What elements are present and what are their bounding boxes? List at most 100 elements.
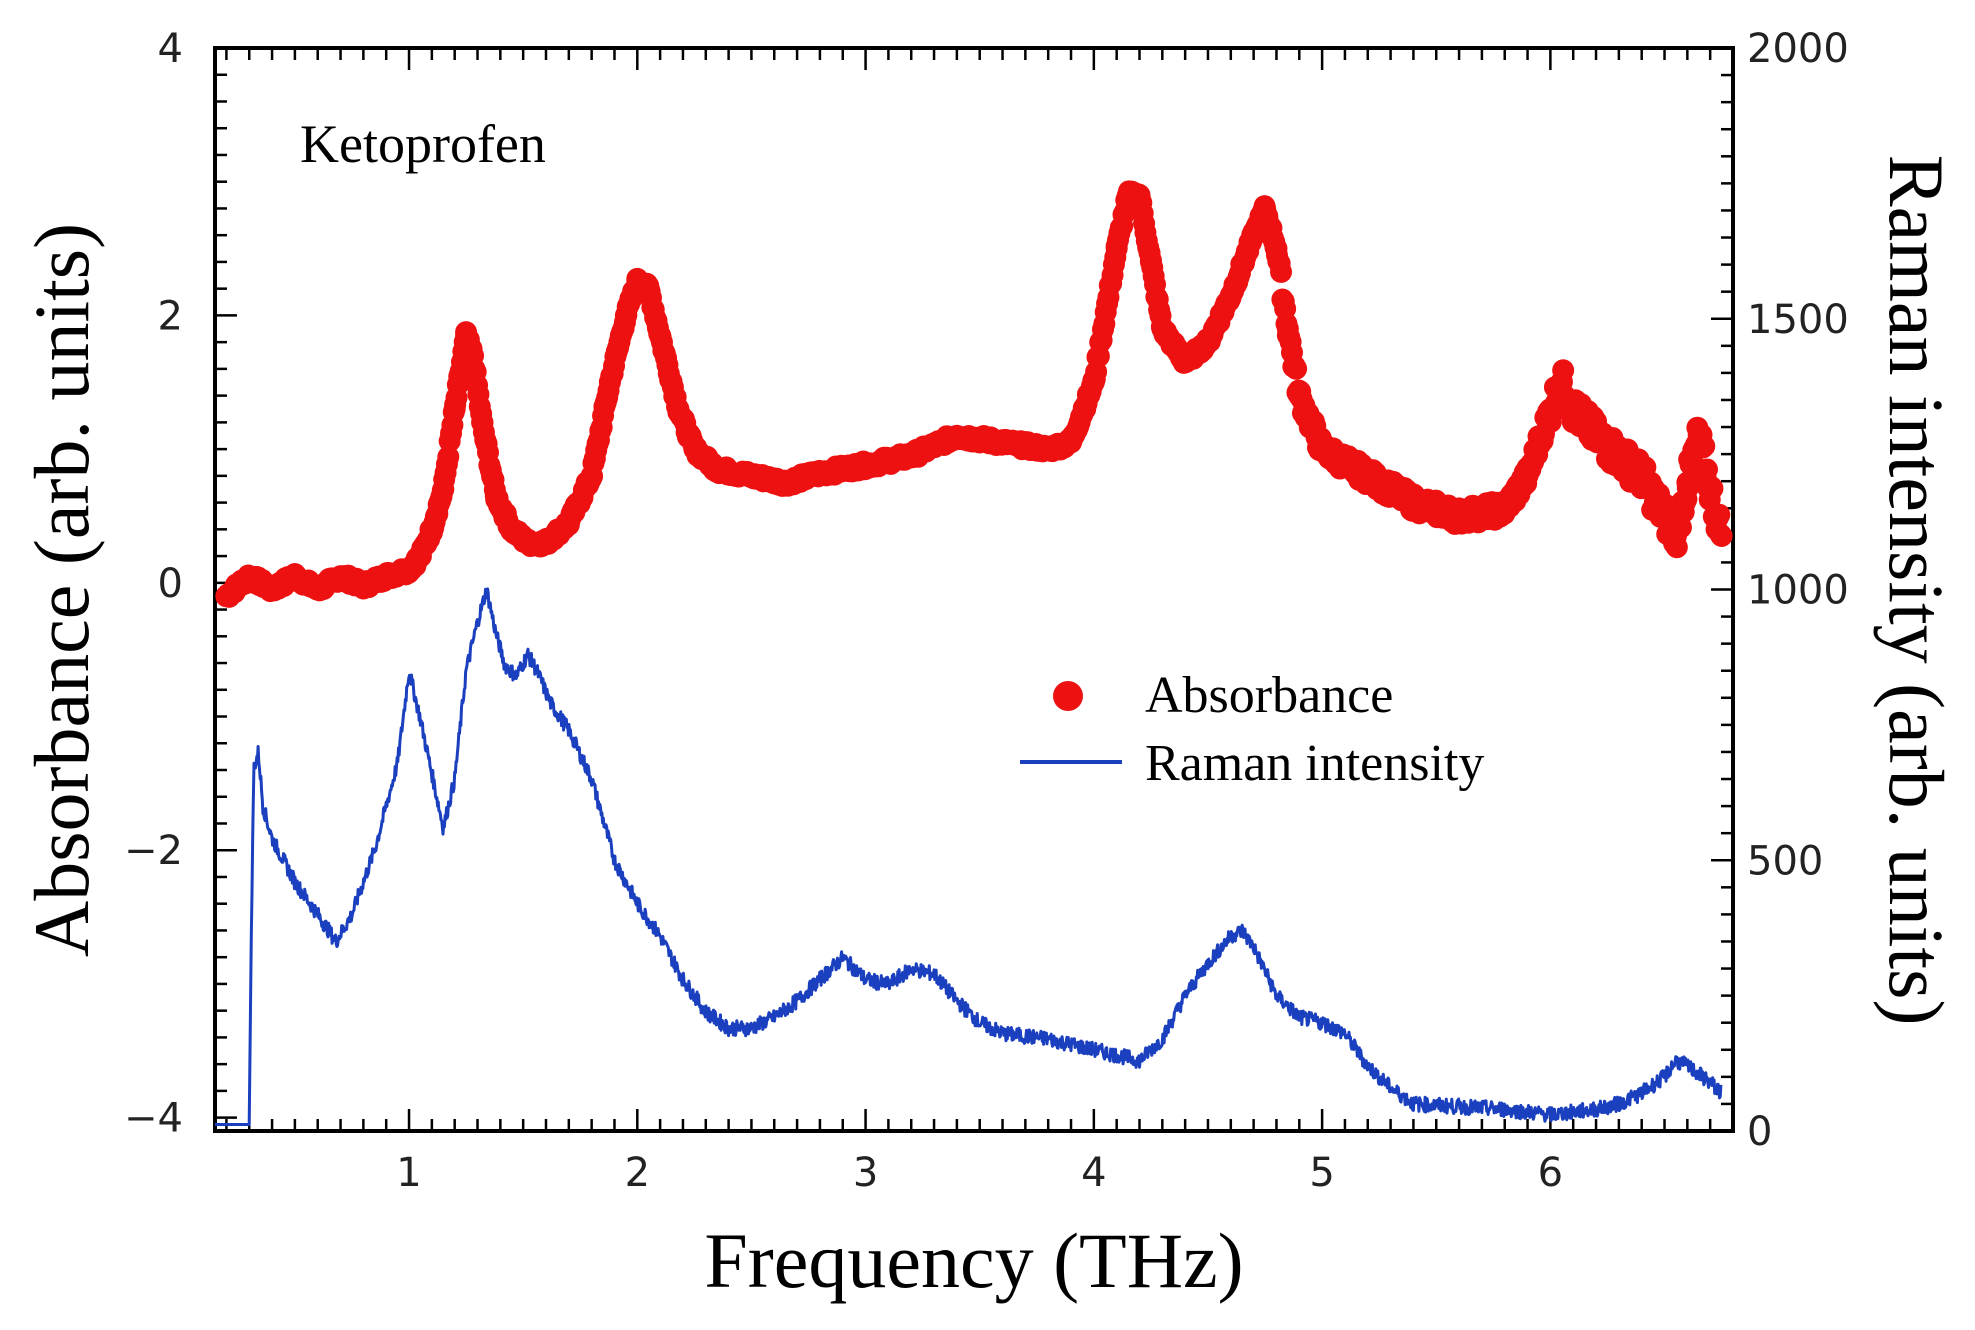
absorbance-point xyxy=(516,531,539,554)
absorbance-point xyxy=(557,511,580,534)
absorbance-point xyxy=(261,578,284,601)
absorbance-point xyxy=(900,444,923,467)
y-tick-label-right: 1500 xyxy=(1747,297,1849,343)
absorbance-point xyxy=(683,438,706,461)
absorbance-point xyxy=(1242,224,1265,247)
absorbance-point xyxy=(500,518,523,541)
absorbance-point xyxy=(215,585,238,608)
absorbance-point xyxy=(774,471,797,494)
legend-label-raman: Raman intensity xyxy=(1145,735,1484,792)
absorbance-point xyxy=(1060,431,1083,454)
absorbance-point xyxy=(1196,331,1219,354)
absorbance-point xyxy=(1550,371,1573,394)
absorbance-point xyxy=(1585,424,1608,447)
absorbance-point xyxy=(455,324,478,347)
absorbance-point xyxy=(1174,351,1197,374)
absorbance-point xyxy=(1037,438,1060,461)
x-axis-title: Frequency (THz) xyxy=(704,1217,1243,1304)
absorbance-point xyxy=(1630,464,1653,487)
absorbance-point xyxy=(484,484,507,507)
y-tick-label-left: 4 xyxy=(158,26,183,72)
absorbance-point xyxy=(1695,458,1718,481)
x-tick-label: 4 xyxy=(1081,1150,1106,1196)
absorbance-point xyxy=(1285,357,1308,380)
absorbance-point xyxy=(1265,237,1288,260)
y-tick-label-right: 0 xyxy=(1747,1109,1772,1155)
absorbance-point xyxy=(1664,525,1687,548)
series-raman-intensity xyxy=(214,587,1723,1126)
absorbance-point xyxy=(1448,504,1471,527)
absorbance-point xyxy=(649,324,672,347)
y-tick-label-right: 1000 xyxy=(1747,568,1849,614)
absorbance-point xyxy=(238,565,261,588)
x-tick-label: 5 xyxy=(1309,1150,1334,1196)
x-tick-label: 2 xyxy=(625,1150,650,1196)
absorbance-point xyxy=(1151,317,1174,340)
y-tick-label-left: 0 xyxy=(158,561,183,607)
x-tick-label: 3 xyxy=(853,1150,878,1196)
absorbance-point xyxy=(1653,504,1676,527)
absorbance-point xyxy=(1139,250,1162,273)
x-tick-label: 6 xyxy=(1538,1150,1563,1196)
data-layer xyxy=(214,180,1733,1126)
absorbance-point xyxy=(1562,398,1585,420)
absorbance-point xyxy=(306,578,329,601)
absorbance-point xyxy=(854,454,877,477)
absorbance-point xyxy=(1539,398,1562,420)
absorbance-point xyxy=(375,565,398,588)
absorbance-point xyxy=(461,344,484,367)
y-tick-label-left: −4 xyxy=(124,1096,183,1142)
absorbance-point xyxy=(471,411,494,434)
absorbance-point xyxy=(1276,317,1299,340)
y-axis-title-left: Absorbance (arb. units) xyxy=(18,223,105,957)
absorbance-point xyxy=(1402,491,1425,514)
absorbance-point xyxy=(443,398,466,420)
absorbance-point xyxy=(352,574,375,597)
y-tick-label-left: −2 xyxy=(124,828,183,874)
absorbance-point xyxy=(1699,478,1722,501)
absorbance-point xyxy=(667,398,690,420)
absorbance-point xyxy=(329,565,352,588)
absorbance-point xyxy=(1270,260,1293,283)
absorbance-point xyxy=(991,431,1014,454)
chart-annotation: Ketoprofen xyxy=(300,114,546,174)
absorbance-point xyxy=(1676,471,1699,494)
x-tick-label: 1 xyxy=(396,1150,421,1196)
legend: Absorbance Raman intensity xyxy=(1020,667,1484,792)
absorbance-point xyxy=(1607,444,1630,467)
absorbance-point xyxy=(706,458,729,481)
y-tick-label-right: 500 xyxy=(1747,838,1823,884)
ticks-layer xyxy=(215,46,1733,1133)
absorbance-point xyxy=(945,424,968,447)
absorbance-point xyxy=(614,304,637,327)
absorbance-point xyxy=(1128,184,1151,207)
labels-layer: 1 2 3 4 5 6 4 2 0 −2 −4 2000 1500 1000 500 0 xyxy=(124,26,1849,1196)
absorbance-point xyxy=(1219,284,1242,307)
absorbance-point xyxy=(437,445,460,468)
legend-label-absorbance: Absorbance xyxy=(1145,667,1393,724)
absorbance-point xyxy=(409,545,432,568)
absorbance-point xyxy=(808,462,831,485)
y-tick-label-left: 2 xyxy=(158,293,183,339)
y-axis-title-right: Raman intensity (arb. units) xyxy=(1873,155,1960,1026)
absorbance-point xyxy=(1356,464,1379,487)
legend-marker-absorbance xyxy=(1053,681,1083,711)
absorbance-point xyxy=(1082,371,1105,394)
absorbance-point xyxy=(1687,424,1710,447)
y-tick-label-right: 2000 xyxy=(1747,26,1849,72)
absorbance-point xyxy=(283,565,306,588)
absorbance-point xyxy=(432,478,455,501)
absorbance-point xyxy=(1708,503,1731,526)
absorbance-point xyxy=(1311,438,1334,461)
absorbance-point xyxy=(580,464,603,487)
series-absorbance xyxy=(215,180,1733,608)
absorbance-point xyxy=(637,277,660,300)
plot-frame xyxy=(213,46,1735,1133)
absorbance-point xyxy=(1254,197,1277,220)
absorbance-point xyxy=(1516,464,1539,487)
absorbance-point xyxy=(534,531,557,554)
absorbance-point xyxy=(740,464,763,487)
absorbance-point xyxy=(598,371,621,394)
absorbance-point xyxy=(1493,498,1516,521)
